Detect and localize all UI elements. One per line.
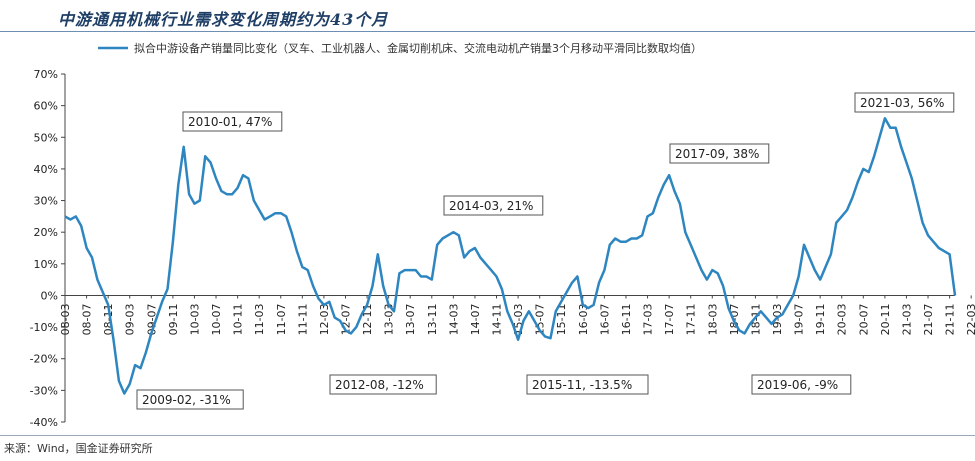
x-tick-label: 10-11 <box>232 303 245 335</box>
x-tick-label: 13-07 <box>404 303 417 335</box>
series-layer <box>64 117 957 395</box>
y-tick-label: -30% <box>30 384 58 397</box>
x-tick-label: 18-03 <box>706 303 719 335</box>
x-tick-label: 15-11 <box>555 303 568 335</box>
x-tick-label: 20-03 <box>836 303 849 335</box>
x-tick-label: 21-07 <box>922 303 935 335</box>
chart: 拟合中游设备产销量同比变化（叉车、工业机器人、金属切削机床、交流电动机产销量3个… <box>30 41 975 429</box>
annotation-box <box>854 92 955 113</box>
page-title: 中游通用机械行业需求变化周期约为43个月 <box>58 10 389 29</box>
y-tick-label: -10% <box>30 321 58 334</box>
x-tick-label: 19-07 <box>793 303 806 335</box>
x-tick-label: 21-11 <box>944 303 957 335</box>
x-tick-label: 10-03 <box>188 303 201 335</box>
annotation-box <box>526 374 649 395</box>
annotation: 2017-09, 38% <box>669 143 770 164</box>
x-tick-label: 20-11 <box>879 303 892 335</box>
annotation-label: 2010-01, 47% <box>188 115 272 129</box>
annotation-label: 2019-06, -9% <box>757 378 838 392</box>
annotation-layer: 2010-01, 47% 2009-02, -31% 2012-08, -12% 20… <box>136 92 955 410</box>
x-tick-label: 12-03 <box>318 303 331 335</box>
annotation: 2015-11, -13.5% <box>526 374 649 395</box>
x-tick-label: 14-11 <box>491 303 504 335</box>
x-tick-label: 22-03 <box>965 303 975 335</box>
series-line <box>64 117 957 395</box>
source-note: 来源：Wind，国金证券研究所 <box>4 442 153 455</box>
x-tick-label: 11-07 <box>275 303 288 335</box>
y-tick-label: -20% <box>30 353 58 366</box>
x-tick-label: 18-11 <box>749 303 762 335</box>
annotation-label: 2014-03, 21% <box>449 199 533 213</box>
y-tick-label: 60% <box>34 100 58 113</box>
y-tick-label: 10% <box>34 258 58 271</box>
annotation-label: 2012-08, -12% <box>335 378 424 392</box>
annotation-box <box>182 111 283 132</box>
legend-label: 拟合中游设备产销量同比变化（叉车、工业机器人、金属切削机床、交流电动机产销量3个… <box>134 41 702 55</box>
x-tick-label: 17-11 <box>685 303 698 335</box>
y-tick-label: 50% <box>34 131 58 144</box>
x-tick-label: 09-07 <box>145 303 158 335</box>
x-tick-label: 13-03 <box>383 303 396 335</box>
y-tick-label: 0% <box>41 289 58 302</box>
x-tick-label: 16-03 <box>577 303 590 335</box>
x-tick-label: 11-11 <box>296 303 309 335</box>
x-tick-label: 19-11 <box>814 303 827 335</box>
x-tick-label: 09-11 <box>167 303 180 335</box>
x-tick-label: 20-07 <box>857 303 870 335</box>
x-tick-label: 17-03 <box>642 303 655 335</box>
annotation-box <box>443 195 544 216</box>
annotation: 2009-02, -31% <box>136 389 244 410</box>
annotation: 2019-06, -9% <box>751 374 852 395</box>
y-tick-label: -40% <box>30 416 58 429</box>
annotation: 2014-03, 21% <box>443 195 544 216</box>
annotation-label: 2021-03, 56% <box>860 96 944 110</box>
annotation-label: 2017-09, 38% <box>675 147 759 161</box>
annotation-box <box>329 374 437 395</box>
x-tick-label: 08-03 <box>59 303 72 335</box>
footer-divider <box>0 435 975 436</box>
y-tick-label: 30% <box>34 195 58 208</box>
x-tick-label: 14-07 <box>469 303 482 335</box>
x-tick-label: 12-11 <box>361 303 374 335</box>
x-tick-label: 21-03 <box>900 303 913 335</box>
x-tick-label: 14-03 <box>447 303 460 335</box>
y-tick-label: 70% <box>34 68 58 81</box>
x-tick-label: 13-11 <box>426 303 439 335</box>
y-tick-label: 20% <box>34 226 58 239</box>
annotation-box <box>751 374 852 395</box>
chart-legend: 拟合中游设备产销量同比变化（叉车、工业机器人、金属切削机床、交流电动机产销量3个… <box>98 41 702 55</box>
x-axis: 08-03 08-07 08-11 09-03 09-07 09-11 10-03 10-07… <box>59 294 975 335</box>
x-tick-label: 11-03 <box>253 303 266 335</box>
annotation-label: 2009-02, -31% <box>142 393 231 407</box>
x-tick-label: 16-11 <box>620 303 633 335</box>
annotation-label: 2015-11, -13.5% <box>532 378 632 392</box>
x-tick-label: 09-03 <box>124 303 137 335</box>
title-divider <box>0 31 975 32</box>
annotation: 2021-03, 56% <box>854 92 955 113</box>
y-tick-label: 40% <box>34 163 58 176</box>
annotation-box <box>669 143 770 164</box>
annotation: 2010-01, 47% <box>182 111 283 132</box>
x-tick-label: 08-07 <box>81 303 94 335</box>
annotation: 2012-08, -12% <box>329 374 437 395</box>
annotation-box <box>136 389 244 410</box>
y-axis: -40% -30% -20% -10% 0% 10% 20% 30% 40% 50% 60% 70% <box>30 68 66 429</box>
x-tick-label: 17-07 <box>663 303 676 335</box>
x-tick-label: 19-03 <box>771 303 784 335</box>
x-tick-label: 16-07 <box>598 303 611 335</box>
x-tick-label: 10-07 <box>210 303 223 335</box>
